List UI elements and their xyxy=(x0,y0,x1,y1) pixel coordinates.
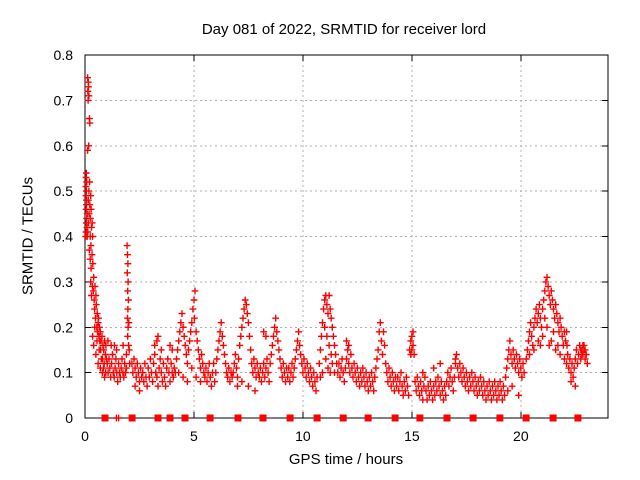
x-tick-label: 5 xyxy=(190,428,198,444)
y-tick-label: 0.3 xyxy=(54,274,74,290)
baseline-marker xyxy=(234,414,242,422)
y-axis-label: SRMTID / TECUs xyxy=(19,176,37,296)
baseline-marker xyxy=(364,414,372,422)
baseline-marker xyxy=(181,414,189,422)
chart-title: Day 081 of 2022, SRMTID for receiver lor… xyxy=(201,21,487,38)
baseline-marker xyxy=(286,414,294,422)
baseline-marker xyxy=(128,414,136,422)
x-axis-label: GPS time / hours xyxy=(288,451,404,468)
baseline-marker xyxy=(522,414,530,422)
baseline-marker xyxy=(259,414,267,422)
baseline-marker xyxy=(549,414,557,422)
x-tick-label: 20 xyxy=(513,428,529,444)
baseline-marker xyxy=(206,414,214,422)
y-tick-label: 0 xyxy=(65,410,73,426)
baseline-marker xyxy=(166,414,174,422)
y-tick-label: 0.6 xyxy=(54,138,74,154)
scatter-points xyxy=(82,74,591,422)
y-tick-label: 0.1 xyxy=(54,365,74,381)
baseline-marker xyxy=(574,414,582,422)
baseline-marker xyxy=(416,414,424,422)
y-tick-label: 0.5 xyxy=(54,183,74,199)
baseline-marker xyxy=(313,414,321,422)
baseline-marker xyxy=(339,414,347,422)
baseline-marker xyxy=(469,414,477,422)
x-tick-label: 10 xyxy=(295,428,311,444)
baseline-marker xyxy=(391,414,399,422)
x-tick-label: 15 xyxy=(404,428,420,444)
y-tick-label: 0.8 xyxy=(54,47,74,63)
baseline-marker xyxy=(496,414,504,422)
y-tick-label: 0.2 xyxy=(54,319,74,335)
y-tick-label: 0.4 xyxy=(54,229,74,245)
y-tick-label: 0.7 xyxy=(54,92,74,108)
x-tick-label: 0 xyxy=(81,428,89,444)
baseline-marker xyxy=(154,414,162,422)
baseline-marker xyxy=(443,414,451,422)
baseline-marker xyxy=(101,414,109,422)
